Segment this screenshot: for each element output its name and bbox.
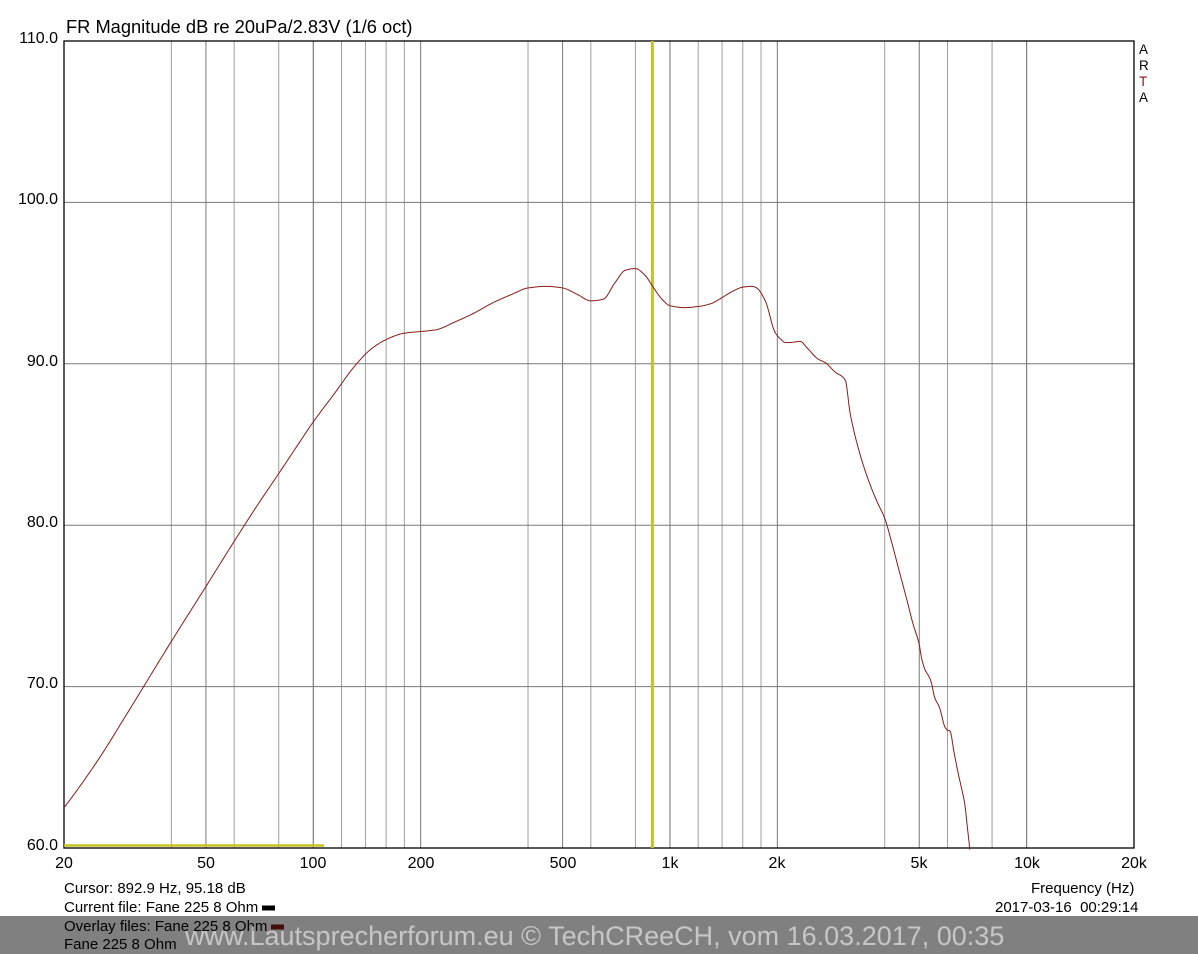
svg-text:Current file: Fane 225 8 Ohm: Current file: Fane 225 8 Ohm xyxy=(64,899,258,916)
svg-text:110.0: 110.0 xyxy=(19,30,58,47)
svg-text:200: 200 xyxy=(408,855,435,872)
svg-text:5k: 5k xyxy=(911,855,929,872)
svg-text:70.0: 70.0 xyxy=(27,675,58,692)
svg-text:Cursor: 892.9 Hz, 95.18 dB: Cursor: 892.9 Hz, 95.18 dB xyxy=(64,880,246,897)
svg-text:Overlay files: Fane 225 8 Ohm: Overlay files: Fane 225 8 Ohm xyxy=(64,918,267,935)
svg-text:A: A xyxy=(1139,42,1148,57)
svg-text:60.0: 60.0 xyxy=(27,837,58,854)
svg-text:20: 20 xyxy=(55,855,73,872)
svg-text:R: R xyxy=(1139,58,1149,73)
svg-text:Fane 225 8 Ohm: Fane 225 8 Ohm xyxy=(64,936,177,953)
svg-text:2017-03-16 00:29:14: 2017-03-16 00:29:14 xyxy=(995,899,1138,916)
svg-text:20k: 20k xyxy=(1121,855,1148,872)
svg-text:FR Magnitude dB re 20uPa/2.83V: FR Magnitude dB re 20uPa/2.83V (1/6 oct) xyxy=(66,16,413,37)
svg-text:100: 100 xyxy=(300,855,327,872)
svg-text:500: 500 xyxy=(550,855,577,872)
svg-text:50: 50 xyxy=(197,855,215,872)
svg-text:1k: 1k xyxy=(662,855,680,872)
svg-text:T: T xyxy=(1139,74,1147,89)
svg-text:10k: 10k xyxy=(1014,855,1041,872)
svg-text:2k: 2k xyxy=(769,855,787,872)
svg-text:90.0: 90.0 xyxy=(27,353,58,370)
svg-text:100.0: 100.0 xyxy=(18,191,58,208)
svg-text:80.0: 80.0 xyxy=(27,514,58,531)
svg-text:A: A xyxy=(1139,90,1148,105)
svg-text:Frequency (Hz): Frequency (Hz) xyxy=(1031,880,1134,897)
